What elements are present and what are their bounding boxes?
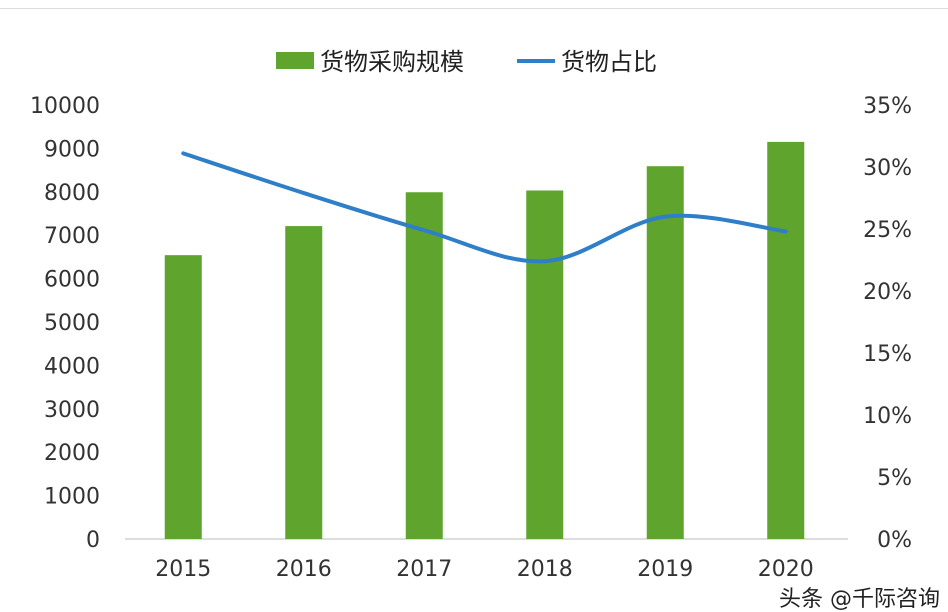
left-axis-tick-label: 1000 bbox=[44, 485, 100, 510]
bar-2016 bbox=[285, 226, 323, 539]
left-axis-tick-label: 0 bbox=[86, 528, 100, 553]
top-divider bbox=[0, 8, 948, 9]
left-axis-tick-label: 5000 bbox=[44, 311, 100, 336]
watermark: 头条 @千际咨询 bbox=[779, 587, 940, 612]
bar-2015 bbox=[164, 255, 202, 539]
left-axis-tick-label: 2000 bbox=[44, 441, 100, 466]
right-axis-tick-label: 0% bbox=[877, 528, 912, 553]
right-axis-tick-label: 15% bbox=[863, 342, 912, 367]
left-axis-tick-label: 9000 bbox=[44, 137, 100, 162]
x-axis-tick-label: 2018 bbox=[517, 557, 573, 582]
bar-2018 bbox=[526, 190, 564, 540]
left-axis-tick-label: 10000 bbox=[30, 94, 100, 119]
x-axis-tick-label: 2015 bbox=[155, 557, 211, 582]
right-axis-tick-label: 20% bbox=[863, 280, 912, 305]
legend-bar-swatch bbox=[276, 52, 314, 69]
x-axis-tick-label: 2020 bbox=[758, 557, 814, 582]
left-axis-tick-label: 7000 bbox=[44, 224, 100, 249]
right-axis-tick-label: 10% bbox=[863, 404, 912, 429]
legend-label-line: 货物占比 bbox=[561, 48, 657, 76]
right-axis-tick-label: 30% bbox=[863, 156, 912, 181]
left-axis-tick-label: 4000 bbox=[44, 354, 100, 379]
line-series-share bbox=[181, 151, 788, 264]
x-axis-tick-label: 2019 bbox=[637, 557, 693, 582]
x-axis-tick-label: 2017 bbox=[396, 557, 452, 582]
bar-2017 bbox=[405, 192, 443, 539]
x-axis-tick-label: 2016 bbox=[276, 557, 332, 582]
left-axis-tick-label: 6000 bbox=[44, 268, 100, 293]
right-axis-tick-label: 35% bbox=[863, 94, 912, 119]
left-axis-tick-label: 3000 bbox=[44, 398, 100, 423]
left-axis-tick-label: 8000 bbox=[44, 181, 100, 206]
bar-2020 bbox=[767, 141, 805, 539]
legend-label-bar: 货物采购规模 bbox=[320, 48, 464, 76]
right-axis-tick-label: 25% bbox=[863, 218, 912, 243]
right-axis-tick-label: 5% bbox=[877, 466, 912, 491]
bar-2019 bbox=[646, 166, 684, 539]
